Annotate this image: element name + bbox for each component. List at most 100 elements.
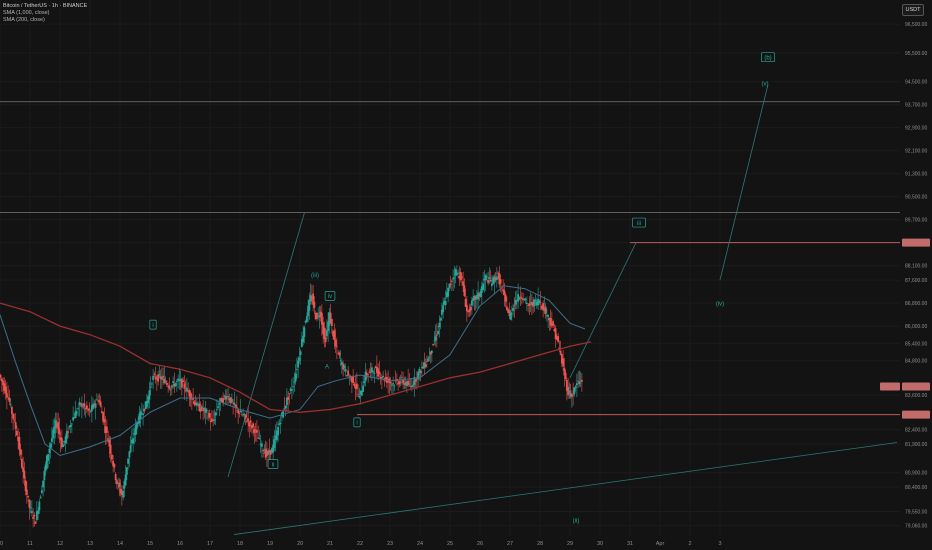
candle-body	[177, 378, 180, 381]
candle-body	[535, 301, 538, 306]
candle-body	[533, 299, 536, 306]
candle	[205, 407, 208, 420]
candle-body	[100, 411, 103, 414]
candle	[324, 328, 327, 348]
candle	[167, 382, 170, 393]
candle	[578, 370, 581, 387]
candle-body	[552, 321, 555, 326]
candle-body	[407, 380, 410, 386]
candle-body	[357, 394, 360, 396]
candle	[93, 400, 96, 409]
candle-body	[204, 408, 207, 413]
candle	[219, 397, 222, 412]
legend-sma-200[interactable]: SMA (200, close)	[3, 17, 45, 23]
candle	[230, 393, 233, 405]
candle	[374, 365, 377, 369]
candle	[130, 428, 133, 447]
candle-body	[537, 298, 540, 306]
candle-body	[469, 306, 472, 311]
candle-body	[325, 330, 328, 337]
candle-body	[324, 337, 327, 343]
currency-badge[interactable]: USDT	[902, 4, 924, 16]
candle	[327, 312, 330, 342]
time-axis[interactable]: 1011121314151617181920212223242526272829…	[0, 536, 932, 550]
candle-body	[444, 300, 447, 306]
wave-label-text: (ii)	[573, 518, 580, 524]
candle	[68, 425, 71, 430]
candle	[33, 512, 36, 527]
candle-body	[38, 501, 41, 511]
candle	[138, 406, 141, 427]
date-tick-label: 15	[147, 541, 153, 547]
candle	[244, 414, 247, 426]
candle-body	[270, 448, 273, 454]
candle-body	[27, 495, 30, 498]
candle	[127, 458, 130, 470]
candle	[285, 388, 288, 412]
date-tick-label: 18	[237, 541, 243, 547]
candle-body	[147, 396, 150, 404]
price-axis[interactable]: 96,500.00 95,500.00 94,500.00 93,700.00 92,9…	[880, 0, 932, 550]
price-tick-label: 83,600.00	[905, 393, 927, 399]
candle-body	[252, 423, 255, 428]
candle-body	[284, 405, 287, 409]
candle-body	[574, 386, 577, 388]
candle	[168, 377, 171, 391]
candle-body	[312, 293, 315, 305]
candle-body	[567, 386, 570, 396]
wave-label-w4: iv	[324, 291, 336, 301]
candle	[572, 382, 575, 406]
candle-body	[534, 300, 537, 301]
candle	[424, 358, 427, 369]
candle-body	[77, 408, 80, 409]
candle-body	[335, 346, 338, 348]
candle-body	[203, 408, 206, 410]
legend-symbol[interactable]: Bitcoin / TetherUS · 1h · BINANCE	[3, 3, 88, 9]
candle-body	[205, 410, 208, 411]
candle	[255, 420, 258, 442]
candle-body	[109, 444, 112, 454]
candle	[40, 485, 43, 495]
candle-body	[35, 511, 38, 521]
candle-body	[462, 281, 465, 287]
candle	[97, 394, 100, 405]
candle-body	[192, 397, 195, 400]
candle-body	[375, 366, 378, 373]
candle	[128, 451, 131, 468]
candle	[207, 409, 210, 421]
wave-label-text: iv	[328, 294, 332, 300]
date-tick-label: 29	[567, 541, 573, 547]
candle	[408, 373, 411, 388]
candle-body	[175, 381, 178, 383]
candle	[485, 273, 488, 282]
candle-body	[470, 300, 473, 306]
candle-body	[50, 438, 53, 442]
price-tick-label: 89,700.00	[905, 218, 927, 224]
candle	[538, 299, 541, 305]
candle	[142, 404, 145, 426]
candle	[562, 350, 565, 371]
candle-body	[370, 367, 373, 373]
candle	[160, 367, 163, 389]
candle-body	[363, 381, 366, 383]
candle-body	[315, 313, 318, 319]
candle-body	[538, 300, 541, 303]
candle-body	[390, 384, 393, 386]
candle-body	[432, 344, 435, 346]
candle	[519, 286, 522, 307]
candle	[294, 364, 297, 385]
candle	[464, 288, 467, 308]
candle-body	[223, 395, 226, 397]
candle	[237, 408, 240, 424]
candle-body	[199, 408, 202, 412]
candle	[118, 478, 121, 497]
candle	[119, 479, 122, 497]
candle-body	[19, 449, 22, 455]
date-tick-label: 3	[718, 541, 721, 547]
legend-sma-1000[interactable]: SMA (1,000, close)	[3, 10, 50, 16]
candle	[85, 401, 88, 414]
candle-body	[527, 305, 530, 306]
date-tick-label: 20	[297, 541, 303, 547]
